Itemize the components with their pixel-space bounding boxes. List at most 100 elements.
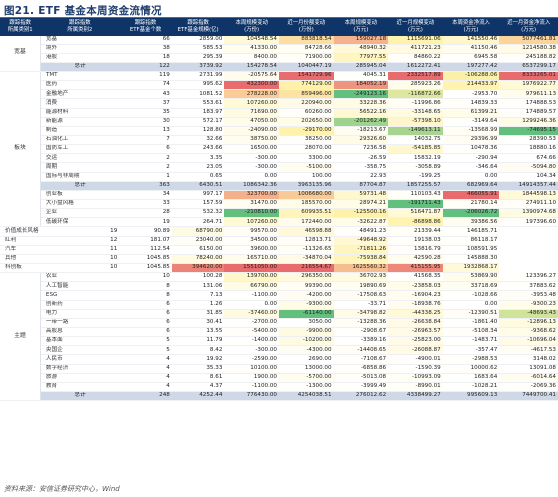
flow-value-cell: -106288.06 (442, 71, 500, 82)
flow-value-cell: 60260.00 (278, 108, 334, 118)
index-name-cell: 高股息 (40, 327, 120, 338)
flow-value-cell: 466055.91 (442, 190, 500, 201)
flow-value-cell: 38750.00 (224, 135, 279, 146)
flow-value-cell: 6537299.17 (499, 62, 558, 73)
flow-value-cell: -18938.76 (388, 300, 443, 310)
index-name-cell: 港股 (40, 53, 120, 63)
flow-value-cell: -125500.16 (333, 208, 389, 219)
flow-value-cell: -210810.00 (224, 208, 279, 219)
flow-value-cell: 8333265.01 (499, 71, 558, 82)
flow-value-cell: 2332517.89 (388, 71, 443, 82)
fund-scale-cell: 19.92 (171, 354, 225, 365)
flow-value-cell: 22.93 (333, 172, 389, 182)
flow-value-cell: -34870.04 (278, 254, 334, 265)
flow-value-cell: 41568.35 (388, 272, 443, 283)
table-row: 央国企 5 8.42 -300.00 -4300.00 -14408.65 -26088.8… (0, 345, 558, 356)
fund-count-cell: 33 (119, 199, 172, 210)
flow-value-cell: -12896.13 (499, 318, 558, 329)
flow-value-cell: 19890.69 (333, 281, 389, 292)
fund-count-cell: 2 (119, 153, 172, 164)
flow-value-cell: -23858.03 (388, 281, 443, 292)
flow-value-cell: 41150.46 (442, 44, 500, 54)
fund-count-cell: 35 (119, 108, 172, 118)
fund-scale-cell: 2859.00 (171, 35, 225, 45)
flow-value-cell: 13091.08 (499, 364, 558, 374)
flow-value-cell: -12390.51 (442, 309, 500, 319)
table-row: 基本面 5 11.79 -1400.00 -10200.00 -3389.16 -25823… (0, 336, 558, 347)
flow-value-cell: -3953.48 (499, 290, 558, 301)
flow-value-cell: 6945.58 (442, 53, 500, 63)
fund-count-cell: 6 (119, 327, 172, 338)
flow-value-cell: 165710.00 (224, 254, 279, 265)
flow-value-cell: 84860.22 (388, 53, 443, 63)
fund-scale-cell: 30.41 (171, 318, 225, 329)
fund-scale-cell: 8.61 (171, 373, 225, 383)
table-row: 金融地产 43 1081.52 278228.00 859496.00 -249123.1… (0, 89, 558, 100)
fund-scale-cell: 181.07 (119, 236, 172, 246)
flow-value-cell: -5013.08 (333, 373, 389, 383)
fund-count-cell: 6 (119, 144, 172, 155)
table-row: 科创板 10 1045.85 394620.00 1551050.00 216554.67… (0, 263, 558, 274)
table-row: ESG 8 7.13 -1100.00 -4200.00 -17508.63 -16904.… (0, 290, 558, 301)
flow-value-cell: -1861.40 (442, 318, 500, 329)
index-name-cell: 农业 (40, 272, 120, 283)
table-row: 创新药 6 1.26 0.00 -9300.00 -33.71 -18938.76 0.00-… (0, 300, 558, 310)
flow-value-cell: 995609.13 (442, 391, 500, 402)
flow-value-cell: 29396.99 (442, 135, 500, 146)
flow-value-cell: 979611.13 (499, 89, 558, 100)
table-row: 电力 6 31.85 -37460.00 -61140.00 -34798.82 -4433… (0, 309, 558, 319)
flow-value-cell: 68790.00 (171, 226, 225, 237)
index-name-cell: 企业 (40, 208, 120, 219)
flow-value-cell: 274911.10 (499, 199, 558, 210)
fund-scale-cell: 995.62 (171, 80, 225, 91)
column-header: 跟踪指数 ETF基金规模(亿) (171, 18, 225, 36)
fund-count-cell: 363 (119, 181, 172, 191)
flow-value-cell: 1390974.68 (499, 208, 558, 219)
table-row: 企业 28 532.32 -210810.00 609935.51 -125500.16 5… (0, 208, 558, 219)
flow-value-cell: 1844598.13 (499, 190, 558, 201)
fund-scale-cell: 243.66 (171, 144, 225, 155)
flow-value-cell: 8400.00 (224, 53, 279, 63)
flow-value-cell: 776430.00 (224, 391, 279, 402)
flow-value-cell: -33.71 (333, 300, 389, 310)
column-header: 近一月份额变动 (万份) (278, 18, 334, 36)
table-row: 境外 38 585.53 41330.00 84728.66 48940.32 411721… (0, 44, 558, 54)
flow-value-cell: -300.00 (224, 345, 279, 356)
fund-count-cell: 6 (119, 300, 172, 310)
flow-value-cell: 110103.43 (388, 190, 443, 201)
flow-value-cell: 1299246.36 (499, 117, 558, 127)
flow-value-cell: -1100.00 (224, 290, 279, 301)
flow-value-cell: 4045.31 (333, 71, 389, 82)
table-row: 周期 2 23.05 -300.00 -5100.00 -358.75 -3058.89 -3… (0, 162, 558, 173)
flow-value-cell: 202650.00 (278, 117, 334, 127)
table-row: 数字经济 4 35.33 10100.00 13000.00 -6858.86 -1590.… (0, 364, 558, 374)
flow-value-cell: 107260.00 (224, 217, 279, 228)
flow-value-cell: 141550.46 (442, 35, 500, 45)
flow-value-cell: -49648.92 (333, 236, 389, 246)
table-row: 港股 18 295.39 8400.00 71900.00 77977.55 84860.2… (0, 53, 558, 63)
flow-value-cell: -71811.26 (333, 245, 389, 255)
fund-count-cell: 4 (119, 382, 172, 392)
fund-scale-cell: 32.66 (171, 135, 225, 146)
index-name-cell: 大小盘风格 (40, 199, 120, 210)
flow-value-cell: -1400.00 (224, 336, 279, 347)
fund-scale-cell: 2731.99 (171, 71, 225, 82)
flow-value-cell: -201262.49 (333, 117, 389, 127)
fund-scale-cell: 183.97 (171, 108, 225, 118)
fund-count-cell: 11 (40, 245, 120, 255)
fund-scale-cell: 100.28 (171, 272, 225, 283)
flow-value-cell: -5400.00 (224, 327, 279, 338)
flow-value-cell: 0.00 (442, 300, 500, 310)
fund-scale-cell: 157.59 (171, 199, 225, 210)
fund-scale-cell: 128.80 (171, 126, 225, 137)
fund-count-cell: 43 (119, 89, 172, 100)
fund-count-cell: 19 (40, 226, 120, 237)
flow-value-cell: -48693.43 (499, 309, 558, 319)
flow-value-cell: 33228.36 (333, 98, 389, 109)
flow-value-cell: 12813.71 (278, 236, 334, 246)
index-name-cell: 国际与非周期 (40, 172, 120, 182)
flow-value-cell: 154278.54 (224, 62, 279, 73)
flow-value-cell: 245188.82 (499, 53, 558, 63)
flow-value-cell: -1028.66 (442, 290, 500, 301)
flow-value-cell: 19138.03 (388, 236, 443, 246)
